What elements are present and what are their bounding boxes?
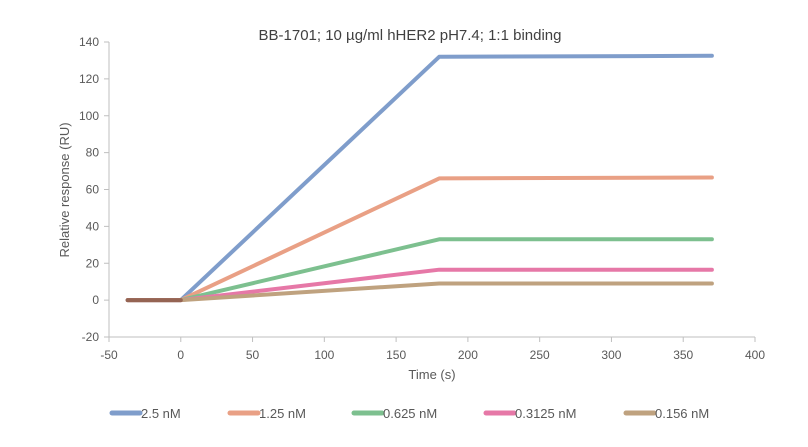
x-tick-label: 200 bbox=[458, 348, 478, 362]
legend-label: 0.625 nM bbox=[383, 406, 437, 421]
y-tick-label: 20 bbox=[86, 256, 100, 270]
legend-item: 0.625 nM bbox=[351, 406, 437, 421]
y-tick-label: 120 bbox=[79, 72, 99, 86]
legend-item: 0.156 nM bbox=[623, 406, 709, 421]
x-tick-label: 300 bbox=[601, 348, 621, 362]
y-tick-label: 80 bbox=[86, 146, 100, 160]
legend-label: 0.3125 nM bbox=[515, 406, 576, 421]
y-tick-label: -20 bbox=[82, 330, 100, 344]
x-axis-label: Time (s) bbox=[408, 367, 455, 382]
legend-label: 2.5 nM bbox=[141, 406, 181, 421]
legend-label: 1.25 nM bbox=[259, 406, 306, 421]
y-tick-label: 140 bbox=[79, 35, 99, 49]
y-tick-label: 40 bbox=[86, 219, 100, 233]
chart-title: BB-1701; 10 µg/ml hHER2 pH7.4; 1:1 bindi… bbox=[259, 27, 562, 44]
legend-item: 2.5 nM bbox=[109, 406, 181, 421]
series-group bbox=[125, 53, 714, 303]
y-axis-label: Relative response (RU) bbox=[57, 122, 72, 257]
x-tick-label: 100 bbox=[314, 348, 334, 362]
x-tick-label: 400 bbox=[745, 348, 765, 362]
x-tick-label: 150 bbox=[386, 348, 406, 362]
y-tick-label: 60 bbox=[86, 183, 100, 197]
y-tick-label: 0 bbox=[92, 293, 99, 307]
legend-item: 0.3125 nM bbox=[483, 406, 576, 421]
x-tick-label: -50 bbox=[100, 348, 118, 362]
x-tick-label: 50 bbox=[246, 348, 260, 362]
axes: -20 0 20 40 60 80 100 120 140 -50 0 50 100 150 200 250 3… bbox=[79, 35, 765, 362]
legend-label: 0.156 nM bbox=[655, 406, 709, 421]
x-tick-label: 0 bbox=[177, 348, 184, 362]
x-tick-label: 350 bbox=[673, 348, 693, 362]
legend-item: 1.25 nM bbox=[227, 406, 306, 421]
legend: 2.5 nM 1.25 nM 0.625 nM 0.3125 nM 0.156 nM bbox=[109, 406, 709, 421]
y-tick-label: 100 bbox=[79, 109, 99, 123]
x-tick-label: 250 bbox=[530, 348, 550, 362]
